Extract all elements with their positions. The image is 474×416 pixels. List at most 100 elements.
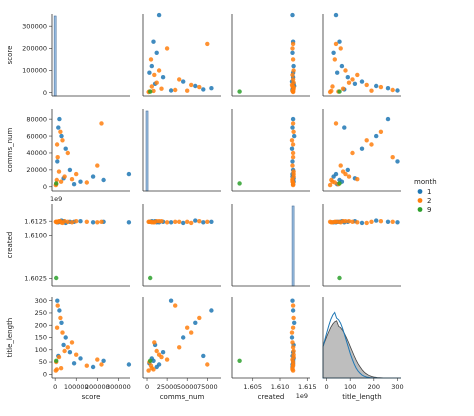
x-tick-label: 75000 — [197, 383, 218, 391]
data-point-month-2 — [290, 340, 295, 345]
data-point-month-1 — [290, 308, 296, 313]
data-point-month-2 — [197, 84, 202, 90]
data-point-month-1 — [90, 364, 96, 370]
data-point-month-2 — [290, 77, 296, 82]
data-point-month-2 — [338, 163, 343, 168]
panel-created-vs-comms_num — [142, 204, 221, 287]
data-point-month-2 — [148, 57, 154, 62]
data-point-month-2 — [74, 352, 79, 357]
data-point-month-1 — [78, 219, 83, 224]
data-point-month-1 — [71, 361, 77, 366]
data-point-month-1 — [126, 220, 132, 225]
data-point-month-2 — [291, 348, 296, 354]
data-point-month-1 — [55, 159, 60, 164]
y-tick-label: 50 — [39, 358, 47, 366]
panel-created-vs-created — [231, 204, 310, 287]
data-point-month-1 — [71, 182, 77, 187]
data-point-month-1 — [56, 125, 61, 130]
data-point-month-1 — [374, 83, 379, 89]
data-point-month-2 — [84, 180, 90, 185]
data-point-month-2 — [152, 340, 157, 345]
data-point-month-1 — [359, 146, 365, 151]
data-point-month-1 — [290, 125, 295, 130]
x-tick-label: 1.610 — [271, 383, 290, 391]
data-point-month-1 — [292, 320, 297, 325]
data-point-month-1 — [160, 350, 166, 355]
data-point-month-2 — [177, 345, 182, 350]
data-point-month-2 — [332, 57, 337, 62]
data-point-month-1 — [359, 220, 365, 226]
data-point-month-1 — [342, 125, 347, 130]
panel-score-vs-comms_num — [142, 12, 221, 97]
legend-label-month-9: 9 — [427, 206, 431, 214]
data-point-month-2 — [290, 72, 295, 78]
data-point-month-2 — [290, 179, 295, 184]
data-point-month-2 — [340, 169, 346, 174]
data-point-month-2 — [62, 174, 67, 179]
data-point-month-2 — [69, 220, 75, 225]
data-point-month-9 — [54, 358, 59, 363]
data-point-month-2 — [390, 87, 395, 93]
data-point-month-1 — [59, 320, 64, 325]
data-point-month-1 — [395, 220, 400, 225]
data-point-month-2 — [355, 177, 360, 182]
data-point-month-2 — [185, 88, 190, 93]
data-point-month-2 — [58, 366, 64, 371]
data-point-month-2 — [149, 84, 154, 89]
data-point-month-2 — [205, 362, 210, 367]
data-point-month-2 — [378, 219, 384, 224]
data-point-month-2 — [343, 68, 348, 73]
data-point-month-1 — [289, 335, 295, 340]
x-tick-label: 1.605 — [243, 383, 262, 391]
data-point-month-2 — [84, 363, 90, 368]
data-point-month-2 — [290, 359, 296, 365]
data-point-month-2 — [99, 121, 104, 126]
x-tick-label: 300000 — [106, 383, 131, 391]
data-point-month-1 — [339, 63, 345, 69]
data-point-month-2 — [327, 89, 333, 95]
data-point-month-2 — [290, 366, 295, 371]
data-point-month-1 — [101, 177, 106, 183]
data-point-month-1 — [168, 220, 174, 225]
data-point-month-2 — [159, 219, 164, 224]
data-point-month-2 — [355, 72, 360, 78]
x-axis-label: comms_num — [160, 393, 205, 401]
y-tick-label: 80000 — [26, 115, 47, 123]
data-point-month-9 — [337, 89, 342, 94]
data-point-month-2 — [58, 129, 63, 134]
data-point-month-1 — [345, 167, 350, 173]
data-point-month-1 — [359, 79, 365, 84]
data-point-month-1 — [151, 39, 156, 44]
data-point-month-2 — [62, 219, 67, 224]
data-point-month-2 — [154, 80, 159, 85]
data-point-month-1 — [90, 174, 96, 179]
data-point-month-2 — [95, 163, 100, 168]
x-tick-label: 300 — [391, 383, 403, 391]
x-tick-label: 0 — [145, 383, 149, 391]
data-point-month-2 — [338, 46, 343, 51]
y-tick-label: 250 — [35, 309, 47, 317]
y-tick-label: 20000 — [26, 166, 47, 174]
data-point-month-1 — [126, 171, 132, 177]
data-point-month-1 — [168, 298, 174, 303]
data-point-month-2 — [99, 362, 104, 367]
data-point-month-1 — [67, 350, 73, 355]
data-point-month-2 — [149, 366, 154, 371]
data-point-month-9 — [237, 89, 242, 94]
data-point-month-2 — [333, 41, 339, 47]
x-axis-label: score — [82, 393, 101, 401]
data-point-month-2 — [56, 169, 62, 174]
panel-comms_num-vs-created — [231, 109, 310, 192]
data-point-month-1 — [63, 146, 68, 151]
data-point-month-2 — [336, 219, 341, 224]
data-point-month-2 — [95, 357, 100, 362]
data-point-month-2 — [164, 357, 170, 362]
data-point-month-1 — [290, 159, 295, 164]
data-point-month-2 — [53, 368, 58, 373]
data-point-month-2 — [290, 163, 295, 168]
data-point-month-2 — [173, 87, 178, 93]
data-point-month-2 — [177, 77, 182, 82]
data-point-month-2 — [290, 155, 296, 160]
